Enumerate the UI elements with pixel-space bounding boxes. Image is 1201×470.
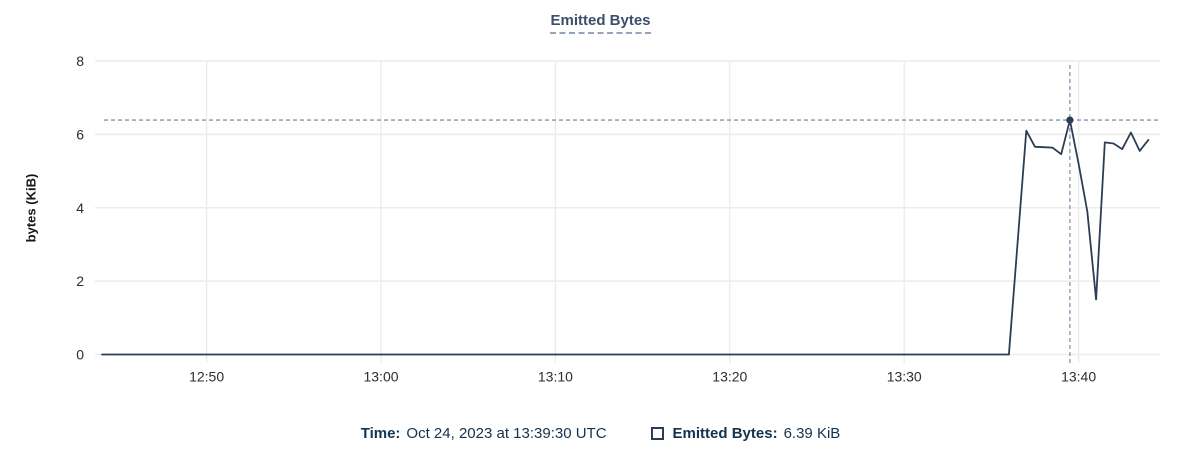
x-tick-label-1330: 13:30 <box>887 369 922 385</box>
x-tick-label-1250: 12:50 <box>189 369 224 385</box>
y-tick-label-4: 4 <box>76 200 84 216</box>
x-tick-label-1300: 13:00 <box>363 369 398 385</box>
series-line-emitted-bytes <box>101 119 1150 356</box>
chart-title-row: Emitted Bytes <box>0 12 1201 34</box>
x-tick-label-1340: 13:40 <box>1061 369 1096 385</box>
y-tick-label-8: 8 <box>76 53 84 69</box>
crosshair-time-readout: Time: Oct 24, 2023 at 13:39:30 UTC <box>361 425 607 442</box>
y-tick-label-0: 0 <box>76 347 84 363</box>
x-tick-label-1310: 13:10 <box>538 369 573 385</box>
crosshair-point[interactable] <box>1066 116 1074 124</box>
chart-footer: Time: Oct 24, 2023 at 13:39:30 UTC Emitt… <box>0 425 1201 442</box>
series-label: Emitted Bytes: <box>672 425 778 442</box>
series-swatch-icon <box>650 427 664 440</box>
y-tick-label-6: 6 <box>76 126 84 142</box>
legend-item-emitted-bytes[interactable]: Emitted Bytes: 6.39 KiB <box>650 425 841 442</box>
y-tick-label-2: 2 <box>76 273 84 289</box>
x-tick-label-1320: 13:20 <box>712 369 747 385</box>
series-value: 6.39 KiB <box>783 425 841 442</box>
time-value: Oct 24, 2023 at 13:39:30 UTC <box>406 425 607 442</box>
time-label: Time: <box>360 425 401 442</box>
chart-title[interactable]: Emitted Bytes <box>550 12 651 34</box>
